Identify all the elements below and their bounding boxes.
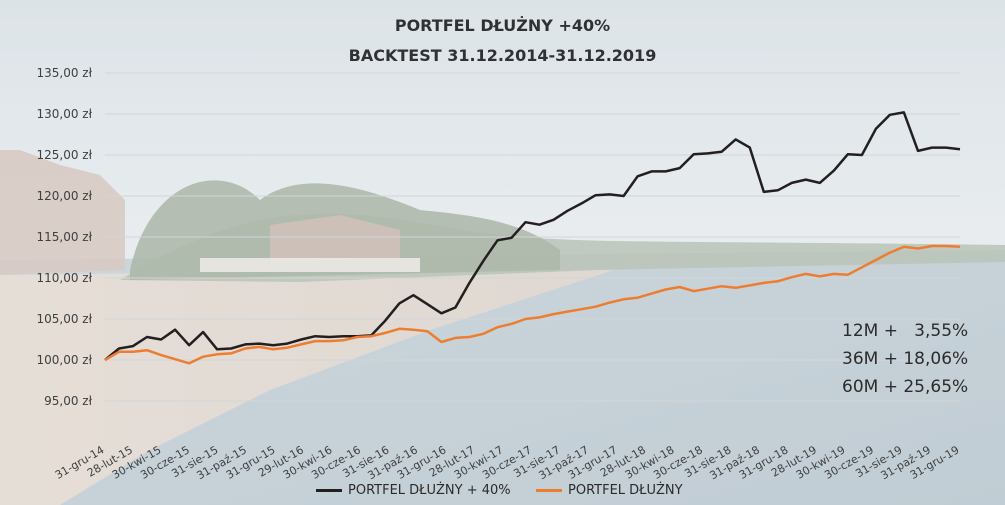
y-tick-label: 135,00 zł [36, 66, 92, 80]
y-tick-label: 105,00 zł [36, 312, 92, 326]
series-line-0 [104, 111, 961, 361]
y-tick-label: 130,00 zł [36, 107, 92, 121]
legend-swatch-series-0 [316, 488, 342, 492]
stat-12m: 12M + 3,55% [842, 321, 969, 341]
series-line-1 [104, 244, 961, 365]
legend-label-series-1: PORTFEL DŁUŻNY [568, 482, 683, 498]
stat-36m: 36M + 18,06% [842, 349, 969, 369]
legend-item-series-0: PORTFEL DŁUŻNY + 40% [316, 480, 511, 500]
legend-label-series-0: PORTFEL DŁUŻNY + 40% [348, 482, 511, 498]
grid-lines [105, 72, 960, 402]
chart-title: PORTFEL DŁUŻNY +40% [394, 16, 611, 35]
legend-swatch-series-1 [536, 488, 562, 492]
y-tick-label: 115,00 zł [36, 230, 92, 244]
stat-60m: 60M + 25,65% [842, 377, 969, 397]
legend-item-series-1: PORTFEL DŁUŻNY [536, 480, 683, 500]
y-tick-label: 100,00 zł [36, 353, 92, 367]
y-tick-label: 110,00 zł [36, 271, 92, 285]
y-tick-label: 125,00 zł [36, 148, 92, 162]
y-tick-label: 95,00 zł [44, 394, 92, 408]
y-axis-tick-labels: 95,00 zł 100,00 zł 105,00 zł 110,00 zł 115,0… [36, 66, 92, 408]
series-lines [104, 111, 961, 365]
chart-subtitle: BACKTEST 31.12.2014-31.12.2019 [348, 46, 657, 65]
y-tick-label: 120,00 zł [36, 189, 92, 203]
